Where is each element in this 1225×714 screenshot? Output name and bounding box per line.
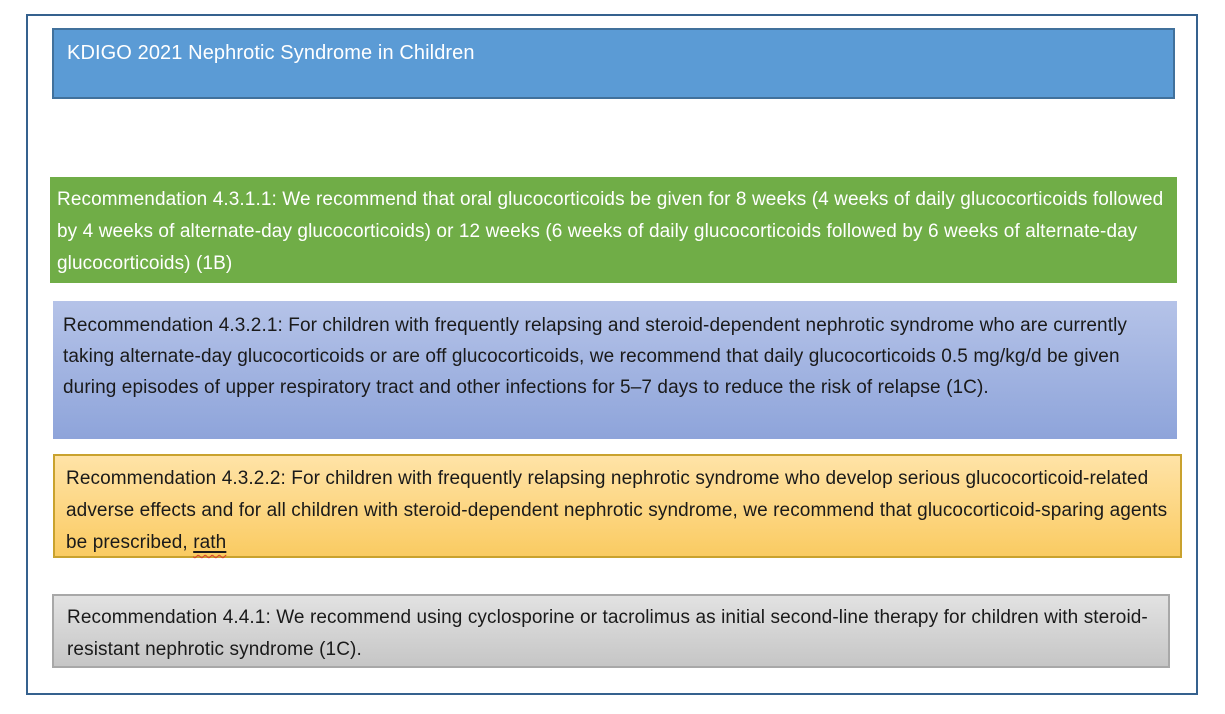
- slide-title: KDIGO 2021 Nephrotic Syndrome in Childre…: [67, 42, 475, 64]
- recommendation-text-4-4-1: Recommendation 4.4.1: We recommend using…: [67, 607, 1148, 660]
- typing-word: rath: [193, 532, 227, 553]
- recommendation-text-4-3-1-1: Recommendation 4.3.1.1: We recommend tha…: [57, 189, 1164, 274]
- title-box[interactable]: KDIGO 2021 Nephrotic Syndrome in Childre…: [52, 28, 1175, 99]
- slide-frame: KDIGO 2021 Nephrotic Syndrome in Childre…: [26, 14, 1198, 695]
- typing-word-underline: rath: [193, 532, 226, 553]
- recommendation-box-4-3-2-1[interactable]: Recommendation 4.3.2.1: For children wit…: [53, 301, 1177, 439]
- recommendation-text-4-3-2-2: Recommendation 4.3.2.2: For children wit…: [66, 468, 1168, 553]
- recommendation-box-4-3-1-1[interactable]: Recommendation 4.3.1.1: We recommend tha…: [50, 177, 1177, 283]
- recommendation-box-4-3-2-2[interactable]: Recommendation 4.3.2.2: For children wit…: [53, 454, 1182, 558]
- recommendation-text-4-3-2-1: Recommendation 4.3.2.1: For children wit…: [63, 315, 1128, 398]
- recommendation-box-4-4-1[interactable]: Recommendation 4.4.1: We recommend using…: [52, 594, 1170, 668]
